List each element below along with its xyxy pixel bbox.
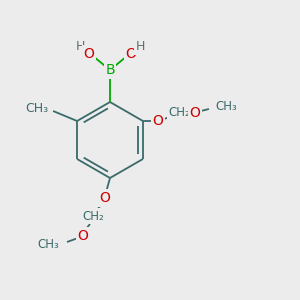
Text: O: O	[78, 229, 88, 243]
Text: O: O	[100, 191, 110, 205]
Text: H: H	[135, 40, 145, 53]
Text: B: B	[105, 63, 115, 77]
Text: H: H	[75, 40, 85, 53]
Text: O: O	[84, 47, 94, 61]
Text: CH₃: CH₃	[215, 100, 237, 113]
Text: CH₂: CH₂	[168, 106, 190, 119]
Text: O: O	[190, 106, 200, 120]
Text: CH₃: CH₃	[37, 238, 59, 250]
Text: CH₃: CH₃	[25, 101, 48, 115]
Text: CH₂: CH₂	[82, 209, 104, 223]
Text: O: O	[126, 47, 136, 61]
Text: O: O	[152, 114, 163, 128]
